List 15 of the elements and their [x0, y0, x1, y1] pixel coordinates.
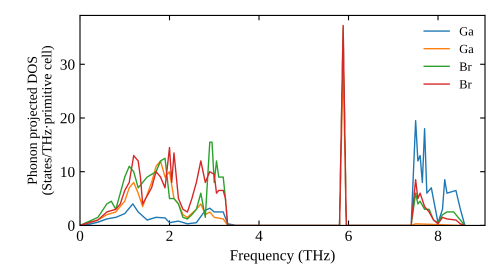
- legend-label: Ga: [460, 44, 474, 54]
- x-tick-label: 0: [76, 230, 84, 242]
- y-tick-label: 20: [60, 113, 75, 124]
- legend-label: Br: [460, 80, 472, 88]
- legend-label: Ga: [460, 27, 474, 36]
- y-tick-label: 10: [61, 166, 75, 178]
- x-tick-label: 6: [345, 230, 352, 242]
- y-tick-label: 0: [68, 220, 75, 231]
- x-tick-label: 2: [166, 230, 172, 241]
- x-tick-label: 8: [434, 230, 442, 242]
- y-axis-title: Phonon projected DOS (States/THz·primitive cell): [27, 46, 54, 195]
- y-tick-label: 30: [60, 59, 75, 70]
- x-axis-title: Frequency (THz): [230, 250, 335, 264]
- legend-label: Br: [460, 62, 472, 71]
- x-tick-label: 4: [255, 230, 263, 241]
